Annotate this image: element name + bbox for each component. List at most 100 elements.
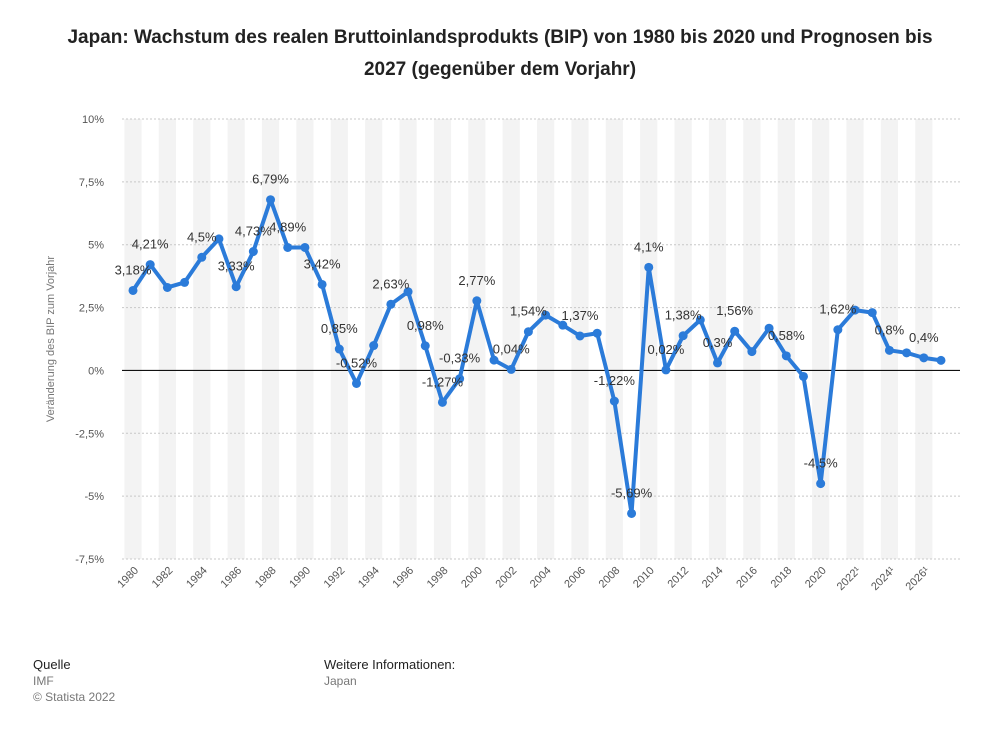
- source-link[interactable]: IMF: [33, 674, 54, 688]
- data-label: -5,69%: [611, 485, 653, 500]
- data-label: 1,38%: [665, 308, 702, 323]
- data-point: [351, 379, 361, 389]
- data-label: 4,21%: [132, 237, 169, 252]
- data-label: 0,4%: [909, 330, 939, 345]
- data-point: [437, 397, 447, 407]
- data-label: 0,58%: [768, 328, 805, 343]
- x-tick-label: 2002: [494, 565, 520, 591]
- data-point: [214, 234, 224, 244]
- data-point: [609, 396, 619, 406]
- data-label: -1,22%: [594, 373, 636, 388]
- data-point: [248, 247, 258, 257]
- data-label: 6,79%: [252, 172, 289, 187]
- data-point: [162, 282, 172, 292]
- data-point: [850, 305, 860, 315]
- data-point: [713, 358, 723, 368]
- info-link[interactable]: Japan: [324, 674, 357, 688]
- x-tick-label: 2008: [597, 565, 623, 591]
- data-point: [816, 479, 826, 489]
- data-point: [541, 310, 551, 320]
- band: [605, 119, 623, 559]
- data-label: 0,98%: [407, 318, 444, 333]
- data-point: [902, 348, 912, 358]
- x-tick-label: 2004: [528, 565, 554, 591]
- data-label: 0,85%: [321, 321, 358, 336]
- y-tick-label: 10%: [82, 114, 104, 126]
- data-label: 3,33%: [218, 259, 255, 274]
- data-label: 4,73%: [235, 224, 272, 239]
- y-tick-label: 7,5%: [79, 177, 104, 189]
- data-point: [472, 296, 482, 306]
- data-point: [695, 315, 705, 325]
- data-point: [781, 351, 791, 361]
- info-heading: Weitere Informationen:: [324, 657, 456, 672]
- source-heading: Quelle: [33, 657, 71, 672]
- data-label: -1,27%: [422, 374, 464, 389]
- y-tick-label: -7,5%: [75, 554, 104, 566]
- data-label: 4,89%: [269, 219, 306, 234]
- x-axis-ticks: 1980 1982 1984 1986 1988 1990 1992 1994 1996 1998…: [115, 564, 932, 593]
- data-point: [420, 341, 430, 351]
- data-point: [266, 195, 276, 205]
- x-tick-label: 1980: [115, 565, 141, 591]
- data-point: [300, 242, 310, 252]
- x-tick-label: 2000: [459, 565, 485, 591]
- data-label: 3,42%: [304, 256, 341, 271]
- data-point: [145, 260, 155, 270]
- x-tick-label: 2006: [562, 565, 588, 591]
- band: [296, 119, 314, 559]
- data-label: 1,37%: [562, 308, 599, 323]
- band: [743, 119, 761, 559]
- y-tick-label: -5%: [84, 491, 104, 503]
- x-tick-label: 2012: [665, 565, 691, 591]
- data-label: 1,56%: [716, 303, 753, 318]
- x-tick-label: 1992: [322, 565, 348, 591]
- data-label: -0,52%: [336, 356, 378, 371]
- data-point: [523, 327, 533, 337]
- data-label: 1,62%: [819, 302, 856, 317]
- y-tick-label: 5%: [88, 240, 104, 252]
- x-tick-label: 1996: [390, 565, 416, 591]
- data-point: [936, 355, 946, 365]
- band: [502, 119, 520, 559]
- data-point: [884, 345, 894, 355]
- data-label: 0,04%: [493, 341, 530, 356]
- band: [915, 119, 933, 559]
- data-point: [730, 326, 740, 336]
- y-tick-label: -2,5%: [75, 428, 104, 440]
- source-block: Quelle IMF © Statista 2022: [33, 657, 115, 705]
- data-point: [489, 355, 499, 365]
- data-label: 0,8%: [875, 322, 905, 337]
- band: [399, 119, 417, 559]
- copyright: © Statista 2022: [33, 690, 116, 704]
- band: [158, 119, 176, 559]
- band: [812, 119, 830, 559]
- data-label: 3,18%: [115, 262, 152, 277]
- data-point: [764, 323, 774, 333]
- data-point: [506, 364, 516, 374]
- y-axis-ticks: 10% 7,5% 5% 2,5% 0% -2,5% -5% -7,5%: [75, 114, 104, 566]
- data-point: [867, 308, 877, 318]
- data-point: [231, 282, 241, 292]
- data-point: [334, 344, 344, 354]
- band: [365, 119, 383, 559]
- band: [846, 119, 864, 559]
- x-tick-label: 1982: [150, 565, 176, 591]
- data-point: [558, 320, 568, 330]
- data-label: 0,02%: [647, 342, 684, 357]
- data-label: 0,3%: [703, 335, 733, 350]
- x-tick-label: 2022¹: [835, 564, 864, 593]
- band: [537, 119, 555, 559]
- data-point: [128, 285, 138, 295]
- data-point: [678, 331, 688, 341]
- data-point: [386, 299, 396, 309]
- x-tick-label: 1986: [218, 565, 244, 591]
- gridlines: [122, 118, 960, 560]
- band: [330, 119, 348, 559]
- data-point: [661, 365, 671, 375]
- data-points: [128, 195, 946, 518]
- data-label: 2,77%: [458, 273, 495, 288]
- data-label: 2,63%: [372, 276, 409, 291]
- info-block: Weitere Informationen: Japan: [324, 657, 455, 689]
